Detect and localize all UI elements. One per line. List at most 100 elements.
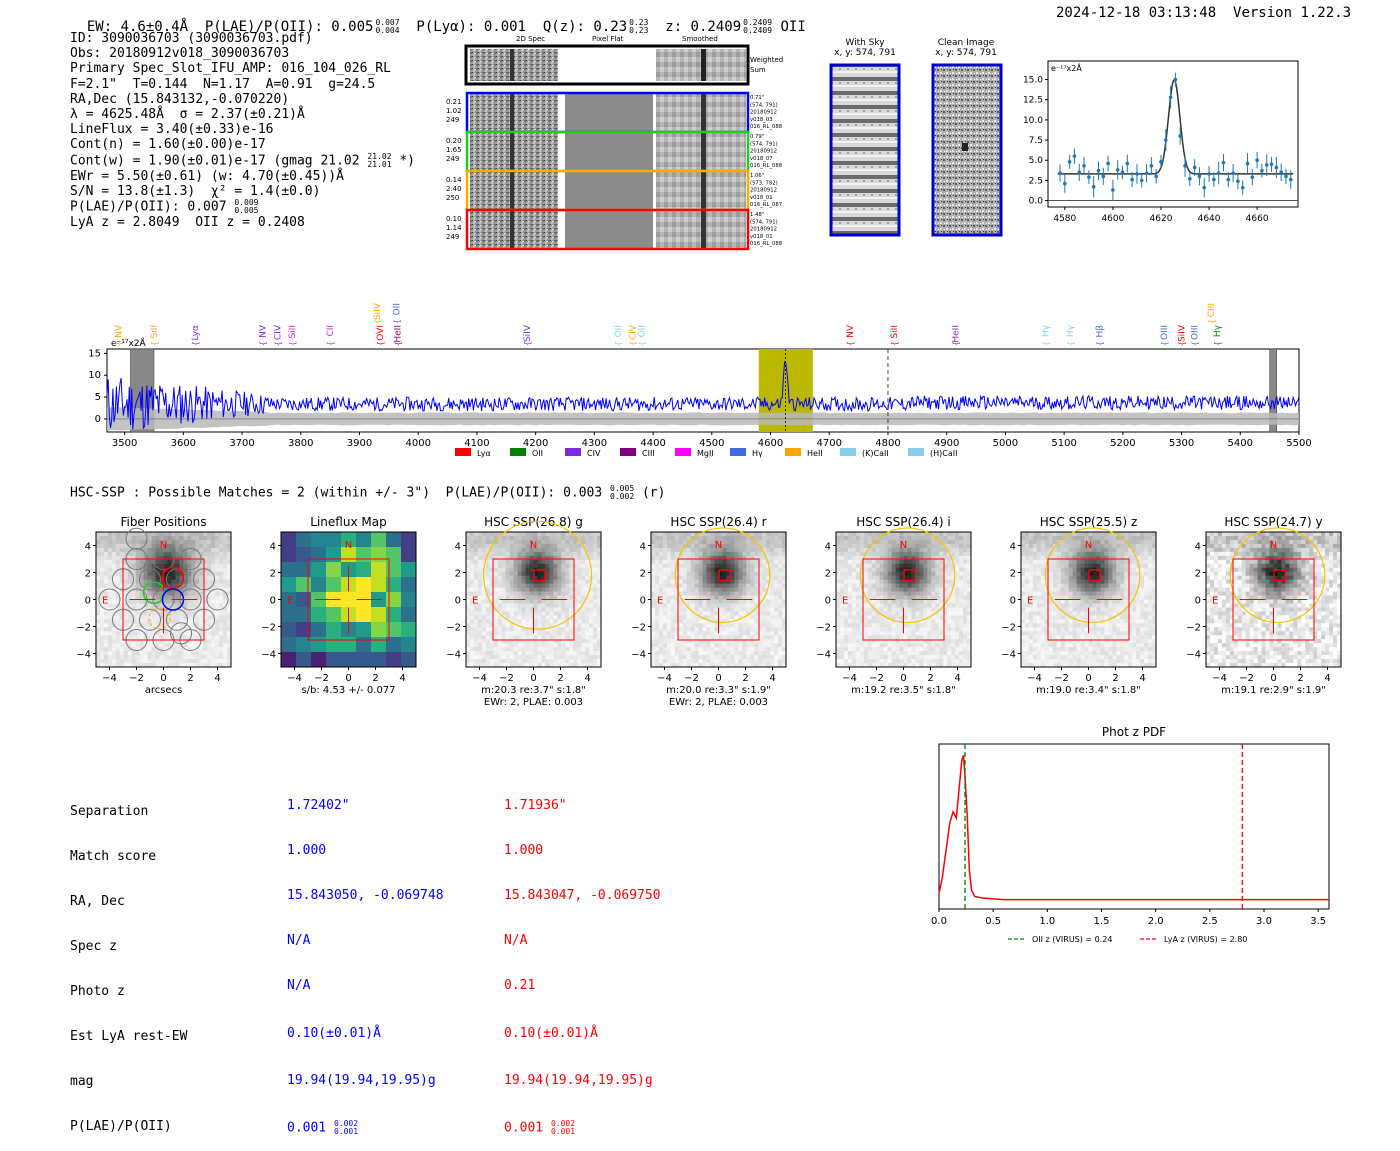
cutout-pixel xyxy=(774,627,778,631)
cutout-pixel xyxy=(124,572,128,576)
cutout-pixel xyxy=(557,584,561,588)
cutout-pixel xyxy=(923,631,927,635)
cutout-pixel xyxy=(659,556,663,560)
cutout-pixel xyxy=(104,639,108,643)
cutout-pixel xyxy=(896,560,900,564)
cutout-pixel xyxy=(655,643,659,647)
cutout-pixel xyxy=(774,552,778,556)
cutout-pixel xyxy=(518,659,522,663)
cutout-pixel xyxy=(108,659,112,663)
cutout-pixel xyxy=(183,659,187,663)
cutout-pixel xyxy=(581,572,585,576)
cutout-pixel xyxy=(868,552,872,556)
cutout-pixel xyxy=(593,607,597,611)
cutout-pixel xyxy=(750,580,754,584)
cutout-pixel xyxy=(907,631,911,635)
spec2d-row-stat: 0.20 xyxy=(446,137,462,145)
cutout-pixel xyxy=(136,540,140,544)
cutout-pixel xyxy=(840,588,844,592)
cutout-pixel xyxy=(679,619,683,623)
cutout-pixel xyxy=(482,627,486,631)
cutout-pixel xyxy=(557,615,561,619)
lineflux-pixel xyxy=(296,607,312,623)
cutout-pixel xyxy=(502,568,506,572)
cutout-pixel xyxy=(577,655,581,659)
cutout-pixel xyxy=(931,584,935,588)
cutout-pixel xyxy=(836,532,840,536)
cutout-pixel xyxy=(864,623,868,627)
info-line: S/N = 13.8(±1.3) χ² = 1.4(±0.0) xyxy=(70,184,415,199)
lineflux-pixel xyxy=(401,547,417,563)
cutout-pixel xyxy=(746,560,750,564)
cutout-pixel xyxy=(742,540,746,544)
cutout-pixel xyxy=(526,607,530,611)
cutout-pixel xyxy=(537,572,541,576)
cutout-pixel xyxy=(691,631,695,635)
cutout-pixel xyxy=(655,615,659,619)
cutout-pixel xyxy=(498,556,502,560)
cutout-pixel xyxy=(593,623,597,627)
cutout-pixel xyxy=(852,659,856,663)
cutout-pixel xyxy=(880,552,884,556)
cutout-pixel xyxy=(722,643,726,647)
cutout-pixel xyxy=(876,588,880,592)
cutout-pixel xyxy=(498,588,502,592)
cutout-pixel xyxy=(683,651,687,655)
cutout-pixel xyxy=(848,655,852,659)
cutout-pixel xyxy=(655,647,659,651)
cutout-pixel xyxy=(840,584,844,588)
cutout-pixel xyxy=(911,647,915,651)
spectrum-legend-swatch xyxy=(908,448,924,456)
cutout-pixel xyxy=(659,651,663,655)
cutout-pixel xyxy=(506,564,510,568)
cutout-pixel xyxy=(466,651,470,655)
cutout-pixel xyxy=(593,572,597,576)
cutout-pixel xyxy=(108,600,112,604)
cutout-pixel xyxy=(577,659,581,663)
cutout-pixel xyxy=(565,548,569,552)
cutout-pixel xyxy=(569,556,573,560)
cutout-pixel xyxy=(876,615,880,619)
cutout-pixel xyxy=(219,600,223,604)
cutout-pixel xyxy=(466,615,470,619)
cutout-pixel xyxy=(545,615,549,619)
spectrum-line-marker: { xyxy=(614,341,623,346)
cutout-pixel xyxy=(844,619,848,623)
cutout-pixel xyxy=(211,564,215,568)
cutout-pixel xyxy=(754,548,758,552)
cutout-pixel xyxy=(667,568,671,572)
cutout-pixel xyxy=(730,607,734,611)
cutout-pixel xyxy=(518,568,522,572)
cutout-pixel xyxy=(659,647,663,651)
cutout-pixel xyxy=(750,556,754,560)
cutout-pixel xyxy=(774,600,778,604)
cutout-pixel xyxy=(860,627,864,631)
cutout-pixel xyxy=(856,631,860,635)
cutout-pixel xyxy=(199,647,203,651)
cutout-pixel xyxy=(679,615,683,619)
cutout-pixel xyxy=(470,536,474,540)
cutout-pixel xyxy=(502,600,506,604)
cutout-pixel xyxy=(730,611,734,615)
cutout-pixel xyxy=(734,580,738,584)
cutout-pixel xyxy=(844,560,848,564)
cutout-pixel xyxy=(888,607,892,611)
cutout-pixel xyxy=(719,623,723,627)
cutout-pixel xyxy=(699,576,703,580)
cutout-pixel xyxy=(116,548,120,552)
cutout-pixel xyxy=(900,560,904,564)
cutout-xtick-label: −2 xyxy=(314,673,329,684)
cutout-pixel xyxy=(466,655,470,659)
cutout-pixel xyxy=(514,536,518,540)
cutout-pixel xyxy=(852,619,856,623)
cutout-pixel xyxy=(577,580,581,584)
cutout-pixel xyxy=(534,643,538,647)
cutout-pixel xyxy=(494,600,498,604)
cutout-pixel xyxy=(553,607,557,611)
cutout-pixel xyxy=(120,603,124,607)
cutout-pixel xyxy=(164,560,168,564)
cutout-pixel xyxy=(880,568,884,572)
cutout-pixel xyxy=(762,544,766,548)
cutout-pixel xyxy=(577,576,581,580)
cutout-pixel xyxy=(581,643,585,647)
